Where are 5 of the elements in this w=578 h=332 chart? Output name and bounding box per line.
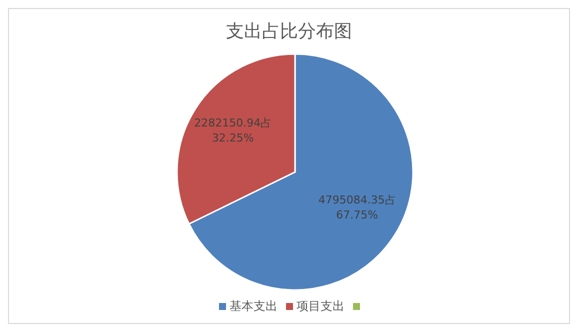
legend-label: 项目支出 — [296, 298, 344, 315]
chart-title: 支出占比分布图 — [225, 20, 353, 43]
legend-label: 基本支出 — [230, 298, 278, 315]
data-label: 4795084.35占 67.75% — [318, 194, 396, 222]
data-label: 2282150.94占 32.25% — [194, 116, 272, 144]
